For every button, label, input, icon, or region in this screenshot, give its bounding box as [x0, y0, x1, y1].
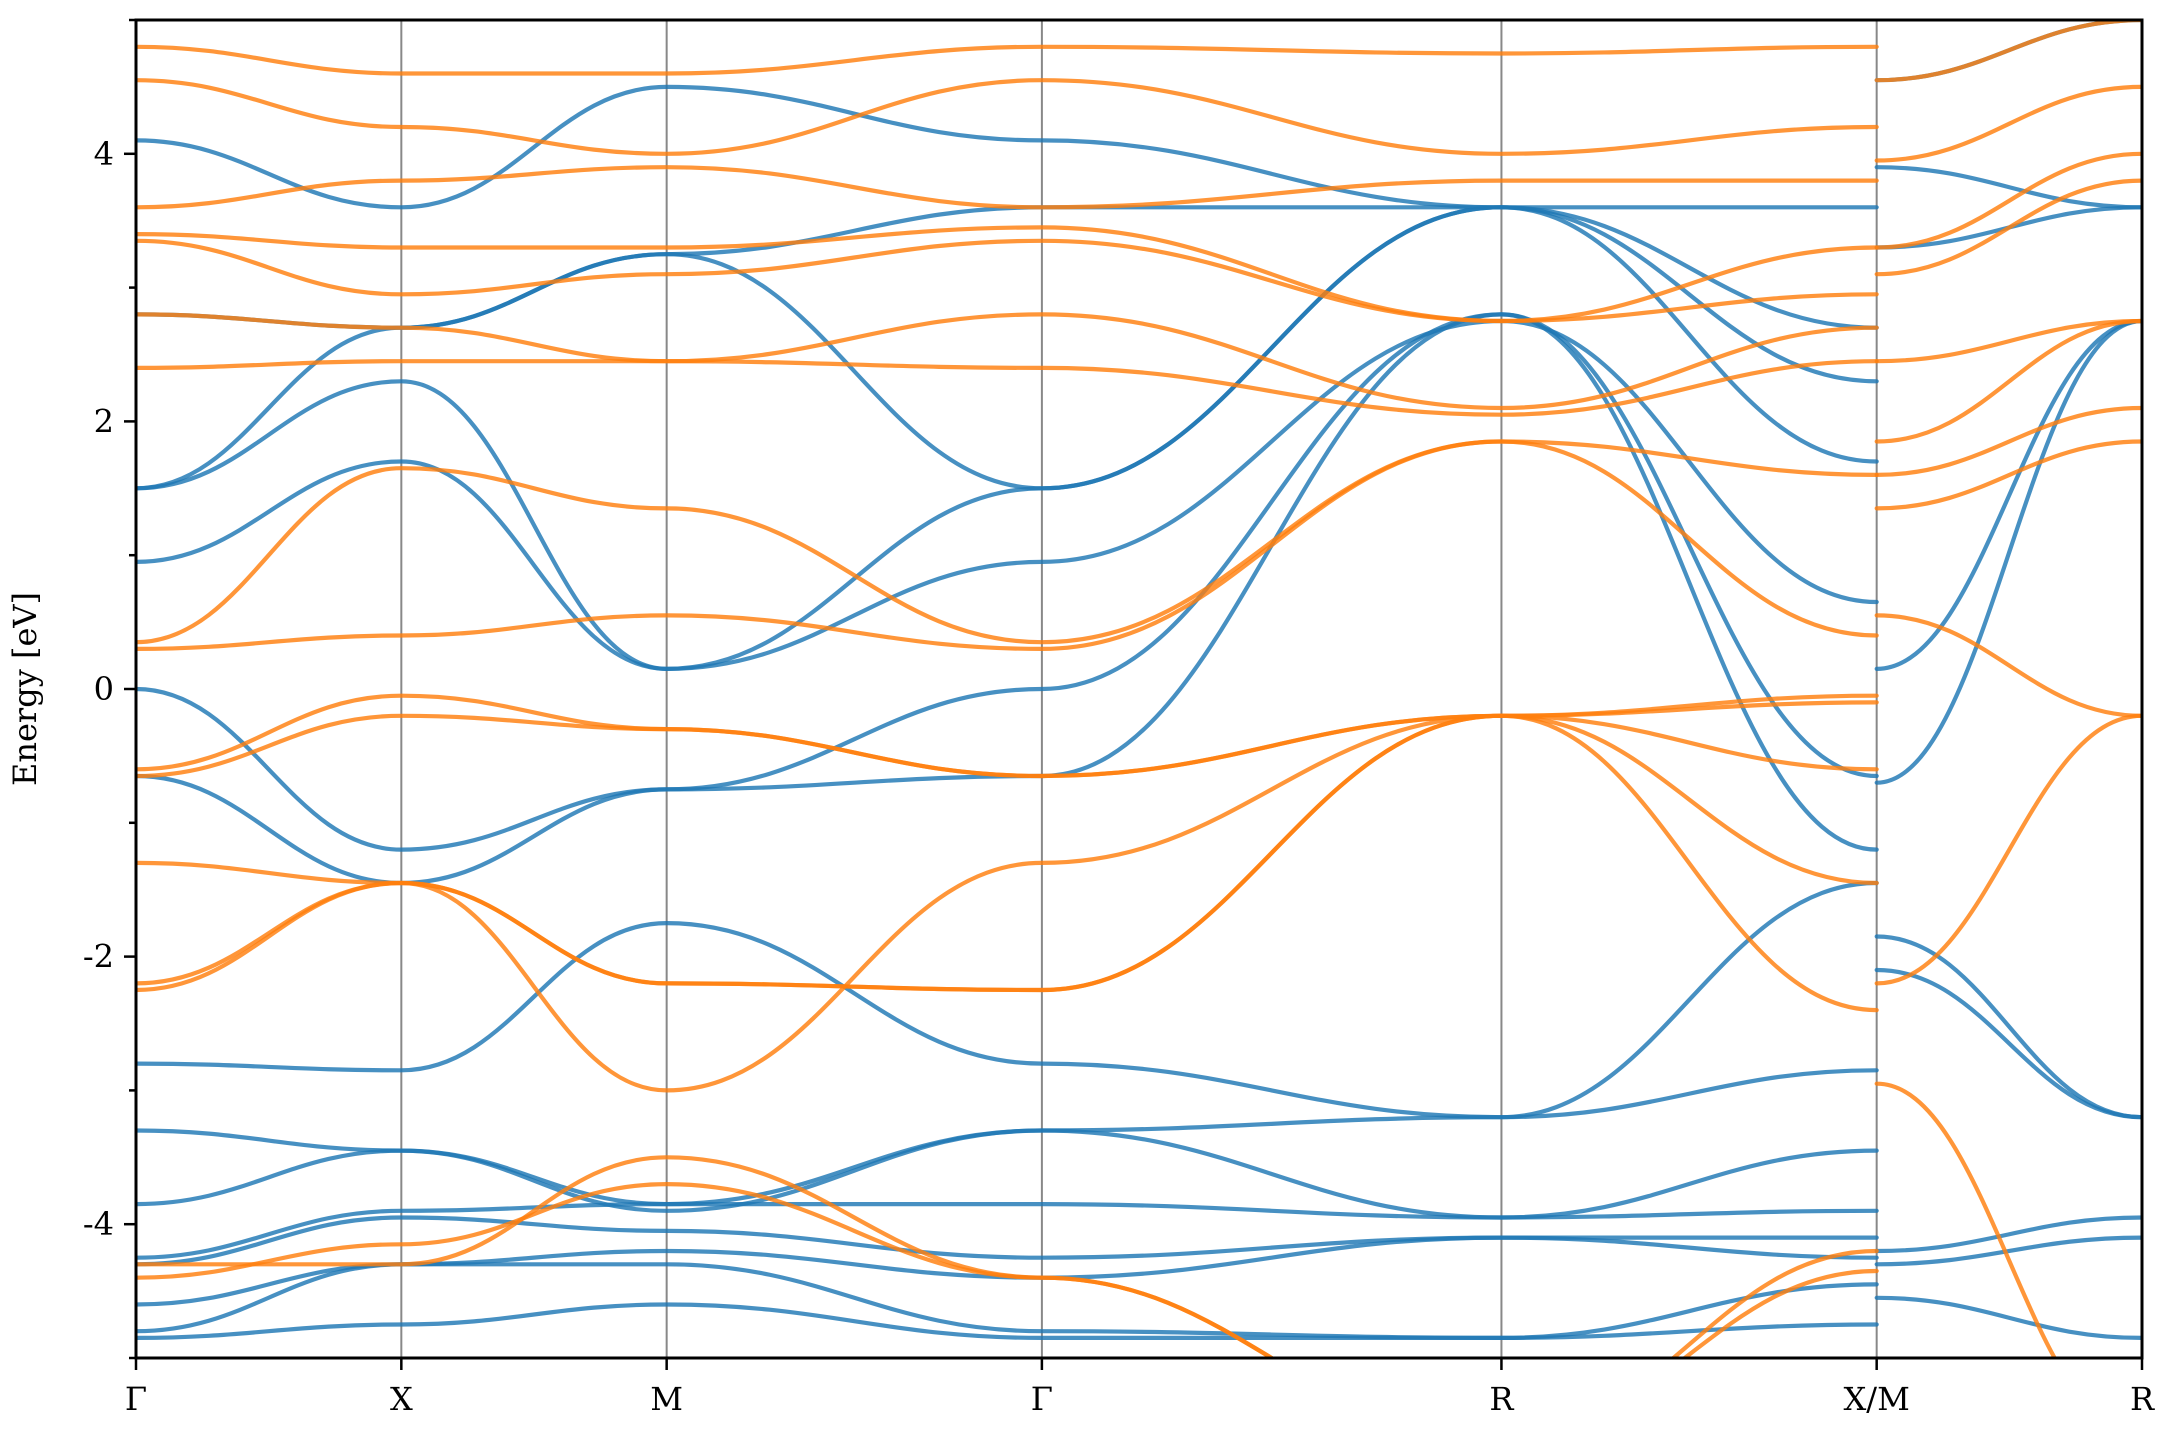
band-line	[1874, 318, 2142, 444]
band-line	[136, 880, 1879, 1120]
x-tick-label: X/M	[1844, 1380, 1910, 1418]
y-tick-label: -4	[83, 1205, 114, 1243]
band-line	[1874, 84, 2142, 163]
band-line	[136, 312, 1879, 411]
x-tick-label: M	[650, 1380, 683, 1418]
band-line	[136, 1235, 1879, 1307]
band-line	[136, 439, 1879, 651]
band-line	[136, 312, 1879, 852]
band-line	[136, 205, 1879, 671]
band-line	[136, 78, 1879, 156]
band-line	[136, 1201, 1879, 1260]
band-line	[1874, 1215, 2142, 1254]
band-line	[136, 693, 1879, 779]
band-line	[136, 84, 1879, 210]
y-axis: -4 -2 0 2 4	[83, 18, 136, 1360]
band-line	[136, 439, 1879, 645]
x-tick-label: R	[1489, 1380, 1514, 1418]
band-line	[1874, 405, 2142, 477]
y-axis-label: Energy [eV]	[6, 592, 44, 786]
series-2	[136, 20, 2142, 1358]
x-tick-label: Γ	[125, 1380, 147, 1418]
band-line	[1874, 165, 2142, 210]
band-line	[1874, 318, 2142, 785]
bands-group	[136, 20, 2142, 1358]
band-line	[1874, 439, 2142, 511]
y-tick-label: 4	[94, 135, 114, 173]
band-line	[136, 1068, 1879, 1213]
band-line	[136, 165, 1879, 210]
band-line	[1874, 1235, 2142, 1267]
band-line	[1874, 613, 2142, 718]
band-line	[1874, 178, 2142, 277]
band-line	[136, 1182, 1879, 1358]
x-tick-label: X	[390, 1380, 413, 1418]
band-line	[136, 359, 1879, 417]
band-line	[136, 205, 1879, 330]
band-line	[1874, 934, 2142, 1120]
band-line	[1874, 151, 2142, 250]
band-line	[136, 1302, 1879, 1341]
series-1	[136, 20, 2142, 1341]
plot-frame	[134, 18, 2144, 1360]
x-axis: Γ X M Γ R X/M R	[125, 1358, 2155, 1418]
band-line	[136, 318, 1879, 671]
x-tick-label: R	[2130, 1380, 2155, 1418]
band-line	[136, 44, 1879, 76]
band-line	[1874, 318, 2142, 364]
band-line	[1874, 20, 2142, 83]
band-line	[1874, 318, 2142, 671]
band-line	[136, 713, 1879, 993]
band-line	[136, 713, 1879, 1013]
band-line	[136, 225, 1879, 324]
high-symmetry-lines	[400, 20, 1878, 1358]
band-line	[1874, 1081, 2058, 1358]
y-tick-label: 2	[94, 402, 114, 440]
band-line	[136, 238, 1879, 324]
band-line	[136, 1155, 1879, 1358]
y-tick-label: 0	[94, 670, 114, 708]
band-line	[1874, 1295, 2142, 1340]
x-tick-label: Γ	[1031, 1380, 1053, 1418]
band-line	[1874, 967, 2142, 1120]
y-tick-label: -2	[83, 938, 114, 976]
band-line	[1874, 713, 2142, 986]
